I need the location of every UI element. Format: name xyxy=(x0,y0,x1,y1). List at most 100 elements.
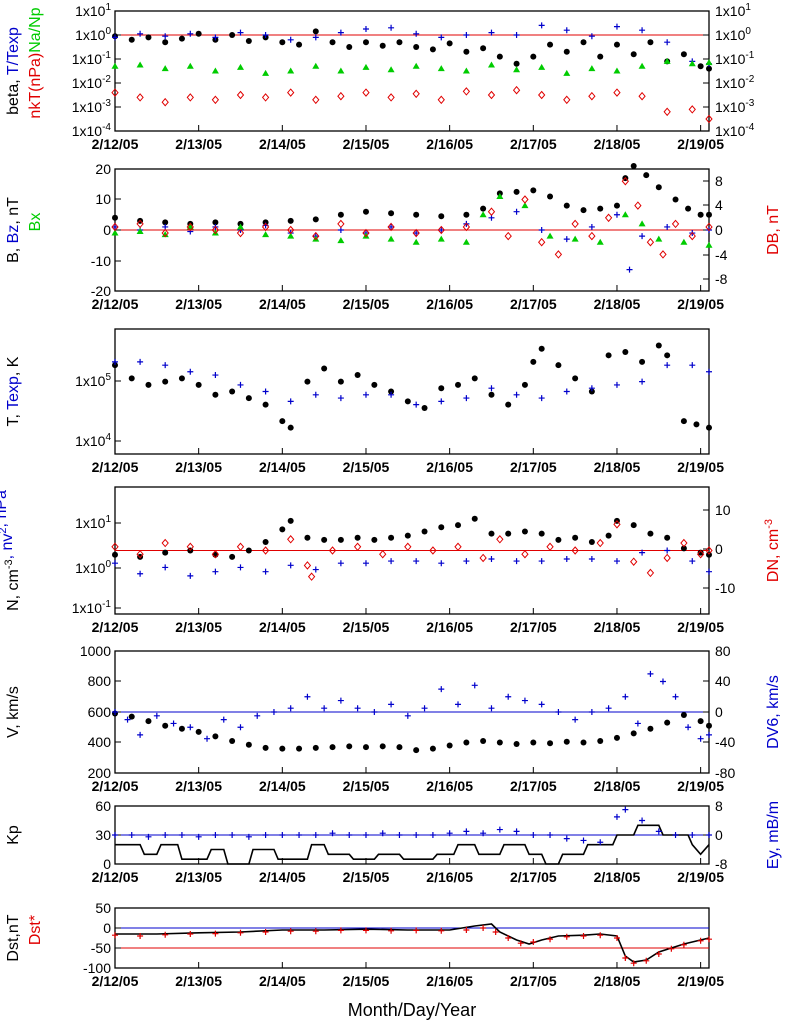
y-tick-label: 20 xyxy=(95,161,111,177)
triangle-marker xyxy=(337,67,345,74)
plus-marker xyxy=(680,941,687,948)
plus-marker xyxy=(162,832,169,838)
x-tick-label: 2/13/05 xyxy=(175,778,222,794)
dot-marker xyxy=(697,549,704,556)
triangle-marker xyxy=(111,62,119,69)
y-axis-label: beta, T/Texp xyxy=(5,27,22,115)
dot-marker xyxy=(321,365,328,372)
plus-marker xyxy=(262,388,269,395)
plus-marker xyxy=(639,817,646,824)
diamond-marker xyxy=(554,250,563,259)
diamond-marker xyxy=(437,95,445,105)
plus-marker xyxy=(237,381,244,388)
dot-marker xyxy=(697,718,704,725)
x-tick-label: 2/14/05 xyxy=(259,136,306,152)
x-tick-label: 2/15/05 xyxy=(343,973,390,989)
plus-marker xyxy=(287,398,294,405)
plus-marker xyxy=(471,682,478,689)
x-tick-label: 2/14/05 xyxy=(259,619,306,635)
dot-marker xyxy=(379,743,386,750)
y2-tick-label: -80 xyxy=(715,765,735,781)
dot-marker xyxy=(296,745,303,752)
triangle-marker xyxy=(462,238,470,245)
dot-marker xyxy=(195,30,202,37)
dot-marker xyxy=(396,39,403,46)
plus-marker xyxy=(162,564,169,571)
dot-marker xyxy=(229,553,236,560)
dot-marker xyxy=(672,196,679,203)
dot-marker xyxy=(145,34,152,41)
triangle-marker xyxy=(588,65,596,72)
x-tick-label: 2/13/05 xyxy=(175,869,222,885)
plus-marker xyxy=(337,395,344,402)
triangle-marker xyxy=(487,61,495,68)
plus-marker xyxy=(496,826,503,833)
plus-marker xyxy=(538,701,545,708)
plus-marker xyxy=(429,832,436,838)
x-tick-label: 2/18/05 xyxy=(594,459,641,475)
dot-marker xyxy=(346,44,353,50)
dot-marker xyxy=(630,51,637,58)
x-tick-label: 2/15/05 xyxy=(343,778,390,794)
plus-marker xyxy=(538,395,545,402)
triangle-marker xyxy=(161,65,169,72)
diamond-marker xyxy=(412,89,420,99)
dot-marker xyxy=(429,745,436,752)
y2-axis-label: Ey, mB/m xyxy=(765,801,782,869)
diamond-marker xyxy=(705,546,713,555)
plus-marker xyxy=(112,223,118,230)
x-tick-label: 2/18/05 xyxy=(594,973,641,989)
y2-tick-label: 80 xyxy=(715,643,731,659)
triangle-marker xyxy=(236,223,244,230)
diamond-marker xyxy=(161,97,169,107)
y2-tick-label: 40 xyxy=(715,673,731,689)
series-black-dot xyxy=(112,162,712,227)
plus-marker xyxy=(404,712,411,719)
diamond-marker xyxy=(387,222,395,232)
diamond-marker xyxy=(659,250,667,259)
plus-marker xyxy=(362,832,369,838)
y2-tick-label: -8 xyxy=(715,271,728,287)
diamond-marker xyxy=(261,546,270,555)
triangle-marker xyxy=(688,60,696,67)
plus-marker xyxy=(626,266,633,273)
plus-marker xyxy=(362,26,369,32)
dot-marker xyxy=(613,41,620,48)
x-tick-label: 2/13/05 xyxy=(175,136,222,152)
y2-tick-label: 0 xyxy=(715,704,723,720)
dot-marker xyxy=(354,372,361,379)
panel-frame xyxy=(114,10,710,132)
plus-marker xyxy=(530,939,537,945)
plus-marker xyxy=(588,385,595,392)
dot-marker xyxy=(513,60,520,67)
plus-marker xyxy=(488,385,495,392)
y-tick-label: 50 xyxy=(95,900,111,916)
y-axis-label: V, km/s xyxy=(5,686,22,738)
plus-marker xyxy=(697,735,704,742)
dot-marker xyxy=(162,549,169,556)
dot-marker xyxy=(262,744,269,751)
diamond-marker xyxy=(571,546,579,555)
y-tick-label: 60 xyxy=(95,798,111,814)
x-tick-label: 2/17/05 xyxy=(510,619,557,635)
plus-marker xyxy=(463,558,470,565)
y-tick-label: 1x100 xyxy=(75,559,111,576)
plus-marker xyxy=(438,227,445,233)
diamond-marker xyxy=(538,237,546,247)
plus-marker xyxy=(613,813,620,820)
dot-marker xyxy=(693,421,700,428)
plus-marker xyxy=(128,832,135,838)
dot-marker xyxy=(446,742,453,749)
y2-tick-label: 0 xyxy=(715,827,723,843)
y-tick-label: 1x10-3 xyxy=(72,98,112,115)
plus-marker xyxy=(613,381,620,388)
dot-marker xyxy=(262,401,269,408)
dot-marker xyxy=(505,401,512,408)
plus-marker xyxy=(513,828,520,835)
dot-marker xyxy=(388,210,395,217)
y-axis-label: T, Texp, K xyxy=(5,356,22,426)
series-blue-plus xyxy=(112,358,712,408)
plus-marker xyxy=(162,33,169,40)
y2-tick-label: 1x10-2 xyxy=(715,74,755,91)
y-tick-label: -100 xyxy=(83,960,111,976)
